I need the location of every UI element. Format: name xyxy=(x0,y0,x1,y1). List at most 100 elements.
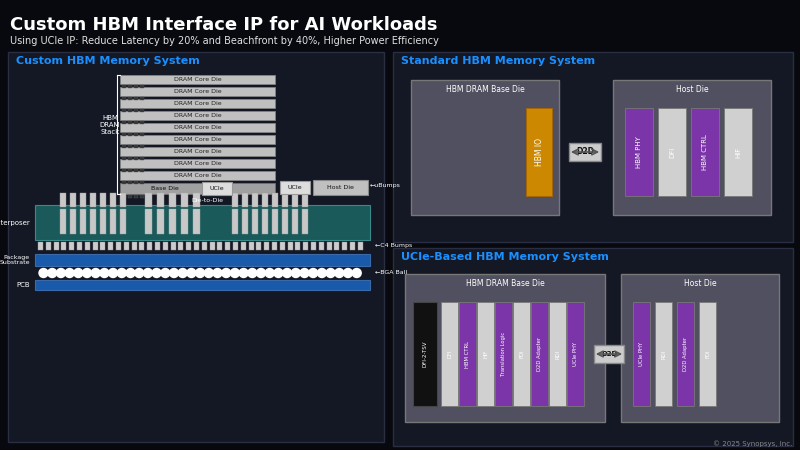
Circle shape xyxy=(161,269,170,278)
Text: D2D Adapter: D2D Adapter xyxy=(683,337,688,371)
Bar xyxy=(90,209,96,234)
Bar xyxy=(169,209,176,234)
Bar xyxy=(80,193,86,207)
Bar xyxy=(280,181,310,194)
Bar xyxy=(157,209,164,234)
Bar xyxy=(85,242,90,250)
Bar xyxy=(181,193,188,207)
Bar xyxy=(101,242,106,250)
Text: HBM DRAM Base Die: HBM DRAM Base Die xyxy=(446,85,524,94)
Bar xyxy=(140,181,144,184)
Bar xyxy=(120,193,126,207)
Bar xyxy=(120,171,275,180)
Text: DRAM Core Die: DRAM Core Die xyxy=(174,173,222,178)
Circle shape xyxy=(239,269,248,278)
Text: HBM PHY: HBM PHY xyxy=(636,136,642,168)
Bar xyxy=(155,242,160,250)
Circle shape xyxy=(195,269,205,278)
Bar xyxy=(70,193,76,207)
Text: DRAM Core Die: DRAM Core Die xyxy=(174,89,222,94)
Text: DRAM Core Die: DRAM Core Die xyxy=(174,101,222,106)
Bar xyxy=(147,242,152,250)
Text: HIF: HIF xyxy=(483,350,488,358)
Circle shape xyxy=(39,269,48,278)
Bar xyxy=(358,242,363,250)
Bar xyxy=(252,193,258,207)
Bar xyxy=(120,123,275,132)
Text: D2D: D2D xyxy=(601,351,617,357)
Circle shape xyxy=(143,269,152,278)
Circle shape xyxy=(257,269,266,278)
Bar xyxy=(186,242,191,250)
Text: ←uBumps: ←uBumps xyxy=(370,183,401,188)
Bar xyxy=(350,242,355,250)
Bar xyxy=(120,87,275,96)
Bar xyxy=(134,195,138,198)
Bar xyxy=(120,99,275,108)
Bar xyxy=(272,242,277,250)
Text: DRAM Core Die: DRAM Core Die xyxy=(174,137,222,142)
Bar xyxy=(120,75,275,84)
Bar xyxy=(262,209,268,234)
Bar xyxy=(318,242,324,250)
Bar xyxy=(193,193,200,207)
Bar xyxy=(302,193,308,207)
Bar xyxy=(128,195,132,198)
Bar xyxy=(120,159,275,168)
Circle shape xyxy=(352,269,362,278)
Bar xyxy=(134,85,138,88)
Bar xyxy=(311,242,316,250)
Bar xyxy=(393,248,793,446)
Bar xyxy=(108,242,114,250)
Bar xyxy=(140,85,144,88)
Bar xyxy=(691,108,719,196)
Bar xyxy=(70,242,74,250)
Bar xyxy=(60,193,66,207)
Bar xyxy=(122,169,126,172)
Bar xyxy=(280,242,285,250)
Bar xyxy=(441,302,458,406)
Bar xyxy=(128,109,132,112)
Bar xyxy=(178,242,183,250)
Bar xyxy=(233,242,238,250)
Bar xyxy=(140,109,144,112)
Bar xyxy=(393,52,793,242)
Bar xyxy=(232,193,238,207)
Text: D2D: D2D xyxy=(576,148,594,157)
Bar xyxy=(658,108,686,196)
Circle shape xyxy=(318,269,326,278)
Bar xyxy=(303,242,308,250)
Bar xyxy=(272,193,278,207)
Text: Using UCIe IP: Reduce Latency by 20% and Beachfront by 40%, Higher Power Efficie: Using UCIe IP: Reduce Latency by 20% and… xyxy=(10,36,439,46)
Bar xyxy=(241,242,246,250)
Bar xyxy=(313,180,368,195)
Bar xyxy=(169,193,176,207)
Bar xyxy=(120,209,126,234)
Text: UCIe-Based HBM Memory System: UCIe-Based HBM Memory System xyxy=(401,252,609,262)
Bar xyxy=(122,121,126,124)
Text: DRAM Core Die: DRAM Core Die xyxy=(174,113,222,118)
Bar xyxy=(134,145,138,148)
Bar xyxy=(110,193,116,207)
Text: UCIe: UCIe xyxy=(288,185,302,190)
Circle shape xyxy=(334,269,344,278)
Bar xyxy=(122,97,126,100)
Text: Standard HBM Memory System: Standard HBM Memory System xyxy=(401,56,595,66)
Bar xyxy=(242,209,248,234)
Bar xyxy=(134,169,138,172)
Text: Host Die: Host Die xyxy=(684,279,716,288)
Text: HBM DRAM Base Die: HBM DRAM Base Die xyxy=(466,279,544,288)
Bar xyxy=(131,242,137,250)
Text: HBM CTRL: HBM CTRL xyxy=(465,341,470,368)
Text: UCIe: UCIe xyxy=(210,186,224,191)
Text: DFI: DFI xyxy=(669,146,675,158)
Text: Custom HBM Memory System: Custom HBM Memory System xyxy=(16,56,200,66)
Bar xyxy=(140,145,144,148)
Bar xyxy=(334,242,339,250)
Text: HBM
DRAM
Stack: HBM DRAM Stack xyxy=(100,115,120,135)
Bar xyxy=(140,169,144,172)
Bar xyxy=(621,274,779,422)
Bar xyxy=(218,242,222,250)
Bar xyxy=(526,108,552,196)
Text: Translation Logic: Translation Logic xyxy=(501,332,506,376)
